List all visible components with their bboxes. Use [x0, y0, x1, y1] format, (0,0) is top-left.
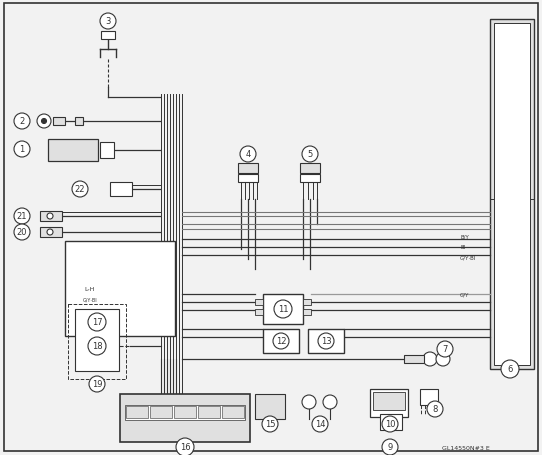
- Bar: [238, 164, 258, 174]
- Bar: [303, 299, 311, 305]
- Bar: [300, 164, 320, 174]
- Text: 20: 20: [17, 228, 27, 237]
- Text: 15: 15: [264, 420, 275, 429]
- Circle shape: [427, 401, 443, 417]
- Bar: [263, 294, 303, 324]
- Circle shape: [47, 213, 53, 219]
- Text: B/Y: B/Y: [460, 234, 469, 239]
- Bar: [40, 228, 62, 238]
- Circle shape: [14, 114, 30, 130]
- Bar: [263, 329, 299, 353]
- Text: 19: 19: [92, 379, 102, 389]
- Bar: [75, 309, 119, 371]
- Circle shape: [37, 115, 51, 129]
- Bar: [174, 406, 196, 418]
- Circle shape: [47, 229, 53, 236]
- Text: 12: 12: [276, 337, 286, 346]
- Circle shape: [382, 439, 398, 455]
- Text: 1: 1: [20, 145, 24, 154]
- Bar: [420, 389, 438, 405]
- Text: 11: 11: [278, 305, 288, 314]
- Bar: [370, 389, 408, 417]
- Bar: [404, 355, 424, 363]
- Bar: [68, 304, 126, 379]
- Bar: [48, 140, 98, 162]
- Bar: [308, 329, 344, 353]
- Text: 9: 9: [388, 443, 392, 451]
- Bar: [494, 24, 530, 365]
- Bar: [53, 118, 65, 126]
- Bar: [125, 405, 245, 420]
- Text: 8: 8: [433, 404, 438, 414]
- Text: GL14550N#3 E: GL14550N#3 E: [442, 445, 490, 450]
- Bar: [373, 392, 405, 410]
- Bar: [300, 175, 320, 182]
- Circle shape: [302, 395, 316, 409]
- Text: 6: 6: [507, 365, 513, 374]
- Circle shape: [88, 313, 106, 331]
- Bar: [126, 406, 148, 418]
- Text: 7: 7: [442, 345, 448, 354]
- Bar: [100, 143, 114, 159]
- Circle shape: [302, 147, 318, 162]
- Text: 16: 16: [180, 443, 190, 451]
- Text: G/Y·Bl: G/Y·Bl: [83, 297, 98, 302]
- Bar: [380, 414, 402, 430]
- Bar: [303, 309, 311, 315]
- Bar: [65, 242, 175, 336]
- Bar: [255, 394, 285, 419]
- Circle shape: [89, 376, 105, 392]
- Text: 17: 17: [92, 318, 102, 327]
- Text: 2: 2: [20, 117, 24, 126]
- Text: 3: 3: [105, 17, 111, 26]
- Bar: [150, 406, 172, 418]
- Text: 5: 5: [307, 150, 313, 159]
- Bar: [120, 394, 250, 442]
- Text: 14: 14: [315, 420, 325, 429]
- Text: 18: 18: [92, 342, 102, 351]
- Bar: [238, 175, 258, 182]
- Circle shape: [273, 333, 289, 349]
- Text: G/Y·Bl: G/Y·Bl: [460, 255, 476, 260]
- Circle shape: [274, 300, 292, 318]
- Text: 4: 4: [246, 150, 250, 159]
- Text: 10: 10: [385, 420, 395, 429]
- Circle shape: [14, 224, 30, 241]
- Circle shape: [14, 142, 30, 157]
- Circle shape: [100, 14, 116, 30]
- Text: Bl: Bl: [460, 245, 465, 250]
- Bar: [222, 406, 244, 418]
- Circle shape: [501, 360, 519, 378]
- Text: 22: 22: [75, 185, 85, 194]
- Circle shape: [176, 438, 194, 455]
- Bar: [255, 299, 263, 305]
- Circle shape: [423, 352, 437, 366]
- Bar: [40, 212, 62, 222]
- Circle shape: [240, 147, 256, 162]
- Bar: [101, 32, 115, 40]
- Circle shape: [72, 182, 88, 197]
- Circle shape: [323, 395, 337, 409]
- Bar: [198, 406, 220, 418]
- Circle shape: [437, 341, 453, 357]
- Bar: [75, 118, 83, 126]
- Circle shape: [318, 333, 334, 349]
- Bar: [255, 309, 263, 315]
- Circle shape: [382, 416, 398, 432]
- Bar: [490, 20, 534, 369]
- Circle shape: [436, 352, 450, 366]
- Circle shape: [262, 416, 278, 432]
- Circle shape: [14, 208, 30, 224]
- Text: L-H: L-H: [85, 287, 95, 292]
- Text: 13: 13: [321, 337, 331, 346]
- Circle shape: [42, 119, 47, 124]
- Circle shape: [88, 337, 106, 355]
- Text: G/Y: G/Y: [460, 292, 469, 297]
- Bar: [110, 182, 132, 197]
- Text: 21: 21: [17, 212, 27, 221]
- Circle shape: [312, 416, 328, 432]
